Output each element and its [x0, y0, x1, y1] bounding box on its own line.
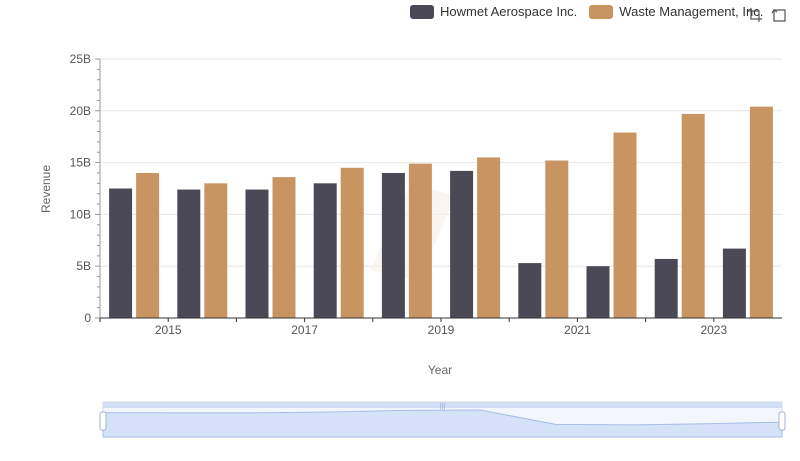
y-tick-label: 5B [76, 259, 91, 273]
datazoom-slider[interactable]: ||| [99, 401, 786, 438]
bar-waste-management-2016[interactable] [272, 177, 296, 318]
x-tick-label: 2019 [428, 323, 455, 337]
bar-waste-management-2021[interactable] [613, 132, 637, 318]
bar-howmet-2021[interactable] [586, 266, 610, 318]
x-tick-label: 2015 [155, 323, 182, 337]
x-axis-title: Year [428, 363, 452, 377]
legend-item-waste-management[interactable]: Waste Management, Inc. [589, 4, 763, 19]
y-tick-label: 20B [70, 104, 91, 118]
y-axis-title: Revenue [39, 165, 53, 213]
bar-waste-management-2017[interactable] [340, 167, 364, 318]
restore-icon[interactable] [770, 6, 788, 24]
legend-item-howmet[interactable]: Howmet Aerospace Inc. [410, 4, 577, 19]
bar-howmet-2018[interactable] [381, 172, 405, 318]
bar-howmet-2014[interactable] [109, 188, 133, 319]
bar-waste-management-2023[interactable] [749, 106, 773, 318]
bar-howmet-2017[interactable] [313, 183, 337, 318]
x-tick-label: 2017 [291, 323, 318, 337]
y-tick-label: 15B [70, 156, 91, 170]
bars [109, 106, 773, 319]
legend-swatch-waste-management [589, 4, 614, 19]
datazoom-right-handle[interactable] [778, 411, 786, 431]
bar-howmet-2022[interactable] [654, 258, 678, 318]
bar-howmet-2016[interactable] [245, 189, 269, 318]
gridlines [100, 58, 782, 267]
legend-label-howmet: Howmet Aerospace Inc. [440, 4, 578, 19]
y-tick-label: 25B [70, 52, 91, 66]
x-tick-label: 2021 [564, 323, 591, 337]
bar-howmet-2019[interactable] [450, 170, 474, 318]
bar-waste-management-2019[interactable] [477, 157, 501, 318]
y-tick-labels: 0 5B 10B 15B 20B 25B [70, 52, 92, 325]
y-tick-label: 0 [84, 311, 91, 325]
toolbox [746, 6, 788, 24]
bar-waste-management-2020[interactable] [545, 160, 569, 318]
legend-swatch-howmet [410, 4, 434, 19]
datazoom-grip-icon: ||| [440, 403, 446, 410]
datazoom-left-handle[interactable] [99, 411, 107, 431]
bar-waste-management-2022[interactable] [681, 113, 705, 319]
x-tick-label: 2023 [700, 323, 727, 337]
datazoom-move-handle[interactable] [103, 402, 782, 408]
legend-label-waste-management: Waste Management, Inc. [619, 4, 764, 19]
legend: Howmet Aerospace Inc. Waste Management, … [410, 4, 763, 19]
x-tick-labels: 2015 2017 2019 2021 2023 [99, 318, 727, 337]
bar-waste-management-2014[interactable] [136, 172, 160, 318]
bar-waste-management-2018[interactable] [408, 163, 432, 318]
bar-waste-management-2015[interactable] [204, 183, 228, 318]
bar-howmet-2023[interactable] [722, 248, 746, 318]
bar-howmet-2015[interactable] [177, 189, 201, 318]
bar-howmet-2020[interactable] [518, 263, 542, 318]
y-tick-label: 10B [70, 207, 91, 221]
zoom-icon[interactable] [746, 6, 764, 24]
